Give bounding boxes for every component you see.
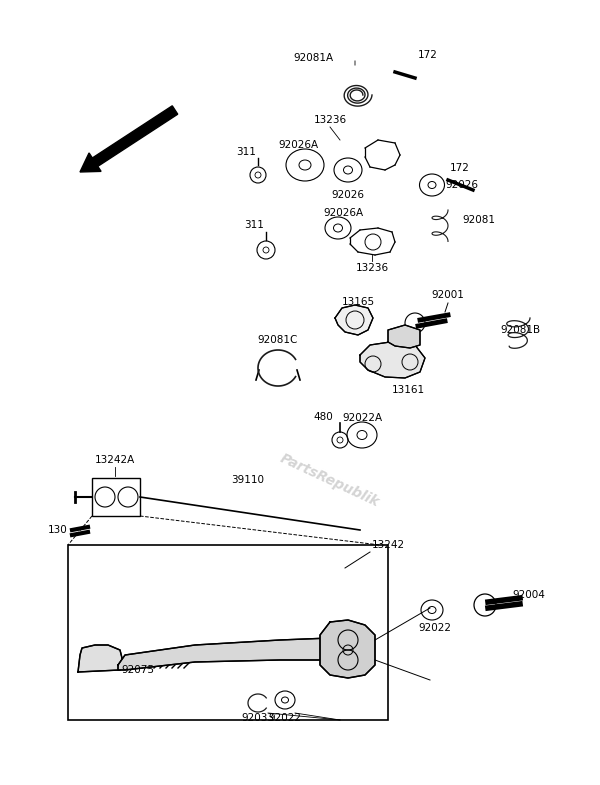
Text: 311: 311 [236, 147, 256, 157]
Polygon shape [360, 342, 425, 378]
Text: 13161: 13161 [391, 385, 425, 395]
Text: 172: 172 [418, 50, 438, 60]
Text: 311: 311 [244, 220, 264, 230]
Text: 92026: 92026 [331, 190, 365, 200]
Text: 92075: 92075 [121, 665, 155, 675]
Text: 13242A: 13242A [95, 455, 135, 465]
Text: 92001: 92001 [431, 290, 464, 300]
Polygon shape [388, 325, 420, 348]
Text: 130: 130 [48, 525, 68, 535]
Text: 92026A: 92026A [323, 208, 363, 218]
Text: PartsRepublik: PartsRepublik [278, 451, 382, 509]
Text: 92081A: 92081A [294, 53, 334, 63]
Text: 172: 172 [450, 163, 470, 173]
Text: 92081C: 92081C [258, 335, 298, 345]
Text: 92026: 92026 [445, 180, 478, 190]
Text: 92022: 92022 [269, 713, 302, 723]
Text: 92022: 92022 [419, 623, 452, 633]
Polygon shape [335, 305, 373, 335]
Text: 13236: 13236 [313, 115, 347, 125]
Bar [92, 478, 140, 516]
Text: 13165: 13165 [341, 297, 374, 307]
Text: 39110: 39110 [232, 475, 265, 485]
Bar [68, 545, 388, 720]
Text: 92026A: 92026A [278, 140, 318, 150]
Text: 92081: 92081 [462, 215, 495, 225]
Text: 13242: 13242 [372, 540, 405, 550]
Text: 92022A: 92022A [342, 413, 382, 423]
Polygon shape [320, 620, 375, 678]
Polygon shape [78, 645, 122, 672]
FancyArrow shape [80, 106, 178, 172]
Polygon shape [118, 638, 345, 670]
Text: 13236: 13236 [355, 263, 389, 273]
Text: 92004: 92004 [512, 590, 545, 600]
Text: 92033: 92033 [241, 713, 275, 723]
Text: 480: 480 [313, 412, 333, 422]
Text: 92081B: 92081B [500, 325, 540, 335]
